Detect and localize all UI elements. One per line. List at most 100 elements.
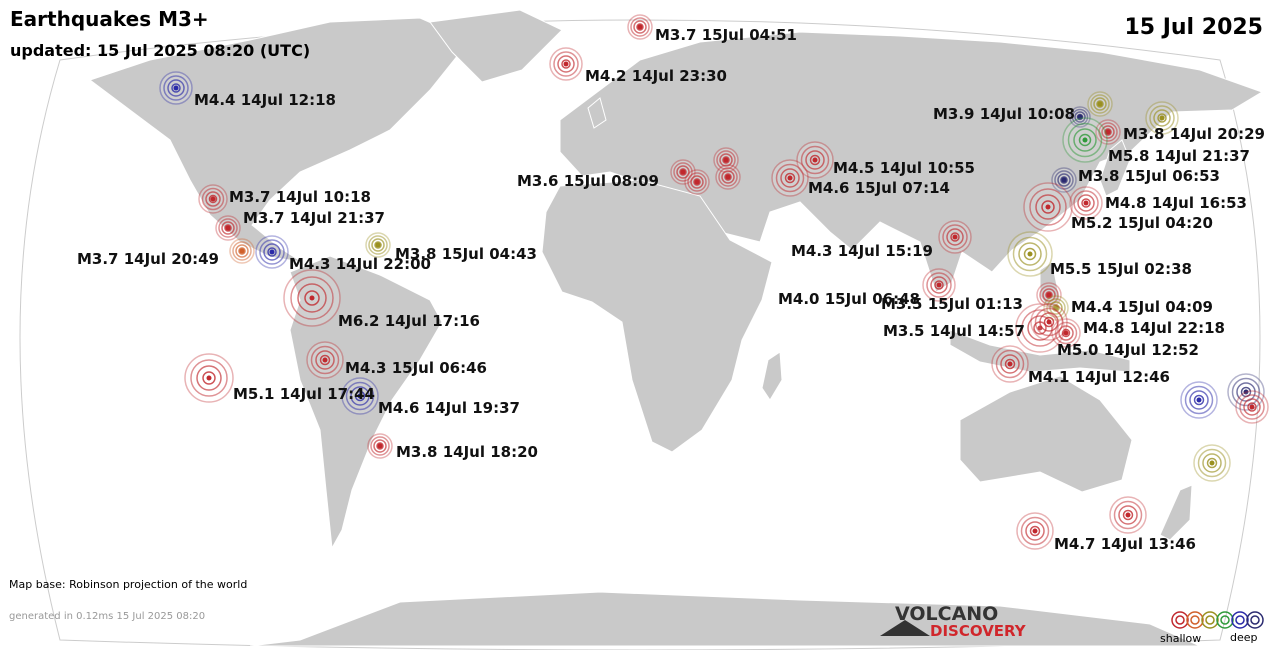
ring [1149, 105, 1175, 131]
ring [221, 221, 235, 235]
quake-label: M4.5 14Jul 10:55 [833, 159, 975, 177]
ring [1027, 315, 1053, 341]
quake-label: M4.3 14Jul 22:00 [289, 255, 431, 273]
quake-marker [938, 220, 972, 254]
dot [173, 85, 179, 91]
ring [926, 272, 952, 298]
dot [1105, 129, 1111, 135]
ring [1074, 111, 1086, 123]
ring [1206, 457, 1218, 469]
quake-marker [184, 353, 234, 403]
quake-marker [1087, 91, 1113, 117]
dot [1046, 319, 1052, 325]
ring [942, 224, 968, 250]
dot [1125, 512, 1131, 518]
quake-label: M3.8 14Jul 18:20 [396, 443, 538, 461]
logo-volcano: VOLCANO [895, 603, 998, 625]
quake-marker [684, 169, 710, 195]
ring [354, 390, 366, 402]
quake-label: M3.7 14Jul 20:49 [77, 250, 219, 268]
quake-marker [367, 433, 393, 459]
quake-label: M4.4 15Jul 04:09 [1071, 298, 1213, 316]
quake-label: M5.0 14Jul 12:52 [1057, 341, 1199, 359]
quake-marker [1023, 182, 1073, 232]
quake-label: M3.5 14Jul 14:57 [883, 322, 1025, 340]
ring [722, 156, 730, 164]
quake-label: M4.3 14Jul 15:19 [791, 242, 933, 260]
ring [1118, 505, 1138, 525]
ring [1043, 316, 1055, 328]
quake-label: M4.8 14Jul 16:53 [1105, 194, 1247, 212]
ring [235, 244, 249, 258]
dot [812, 157, 818, 163]
ring [205, 191, 221, 207]
dot [1061, 177, 1067, 183]
quake-marker [1180, 381, 1218, 419]
logo-icon [880, 620, 930, 636]
ring [1057, 173, 1071, 187]
ring [167, 79, 185, 97]
ring [561, 59, 571, 69]
ring [1018, 242, 1042, 266]
dot [637, 24, 643, 30]
ring [721, 170, 735, 184]
ring [679, 168, 687, 176]
quake-marker [771, 159, 809, 197]
dot [1249, 404, 1255, 410]
quake-label: M5.5 15Jul 02:38 [1050, 260, 1192, 278]
britain [587, 97, 607, 129]
basemap [19, 9, 1264, 650]
dot [1032, 528, 1038, 534]
ring [290, 276, 334, 320]
ring [1042, 288, 1056, 302]
quake-marker [365, 232, 391, 258]
ring [784, 172, 796, 184]
quake-label: M3.8 15Jul 04:43 [395, 245, 537, 263]
markers [159, 14, 1269, 550]
ring [1197, 448, 1227, 478]
ring [1239, 394, 1265, 420]
quake-marker [715, 164, 741, 190]
quake-marker [1030, 303, 1068, 341]
ring [950, 232, 960, 242]
map-base: Map base: Robinson projection of the wor… [9, 578, 247, 591]
quake-label: M5.1 14Jul 17:44 [233, 385, 375, 403]
quake-label: M4.0 15Jul 06:48 [778, 290, 920, 308]
ring [1078, 133, 1092, 147]
quake-label: M4.6 15Jul 07:14 [808, 179, 950, 197]
ring [718, 167, 738, 187]
quake-label: M4.4 14Jul 12:18 [194, 91, 336, 109]
ring [1045, 291, 1053, 299]
quake-label: M4.1 14Jul 12:46 [1028, 368, 1170, 386]
ring [724, 173, 732, 181]
legend-ring [1231, 611, 1249, 629]
ring [780, 168, 800, 188]
quake-marker [198, 184, 228, 214]
ring [1090, 94, 1110, 114]
legend-ring [1175, 615, 1185, 625]
ring [1202, 453, 1222, 473]
ring [946, 228, 964, 246]
quake-label: M4.8 14Jul 22:18 [1083, 319, 1225, 337]
legend-ring [1216, 611, 1234, 629]
dot [309, 295, 315, 301]
legend-ring [1186, 611, 1204, 629]
dot [1063, 330, 1069, 336]
ring [1153, 109, 1171, 127]
ring [196, 365, 222, 391]
new-zealand [1159, 484, 1193, 541]
ring [1104, 128, 1112, 136]
quake-label: M3.5 15Jul 01:13 [881, 295, 1023, 313]
ring [1000, 354, 1020, 374]
ring [1184, 385, 1214, 415]
quake-marker [1235, 390, 1269, 424]
ring [630, 17, 650, 37]
ring [676, 165, 690, 179]
ring [693, 178, 701, 186]
ring [775, 163, 805, 193]
dot [563, 61, 569, 67]
ring [297, 283, 327, 313]
dot [322, 357, 328, 363]
quake-marker [229, 238, 255, 264]
dot [1159, 115, 1165, 121]
